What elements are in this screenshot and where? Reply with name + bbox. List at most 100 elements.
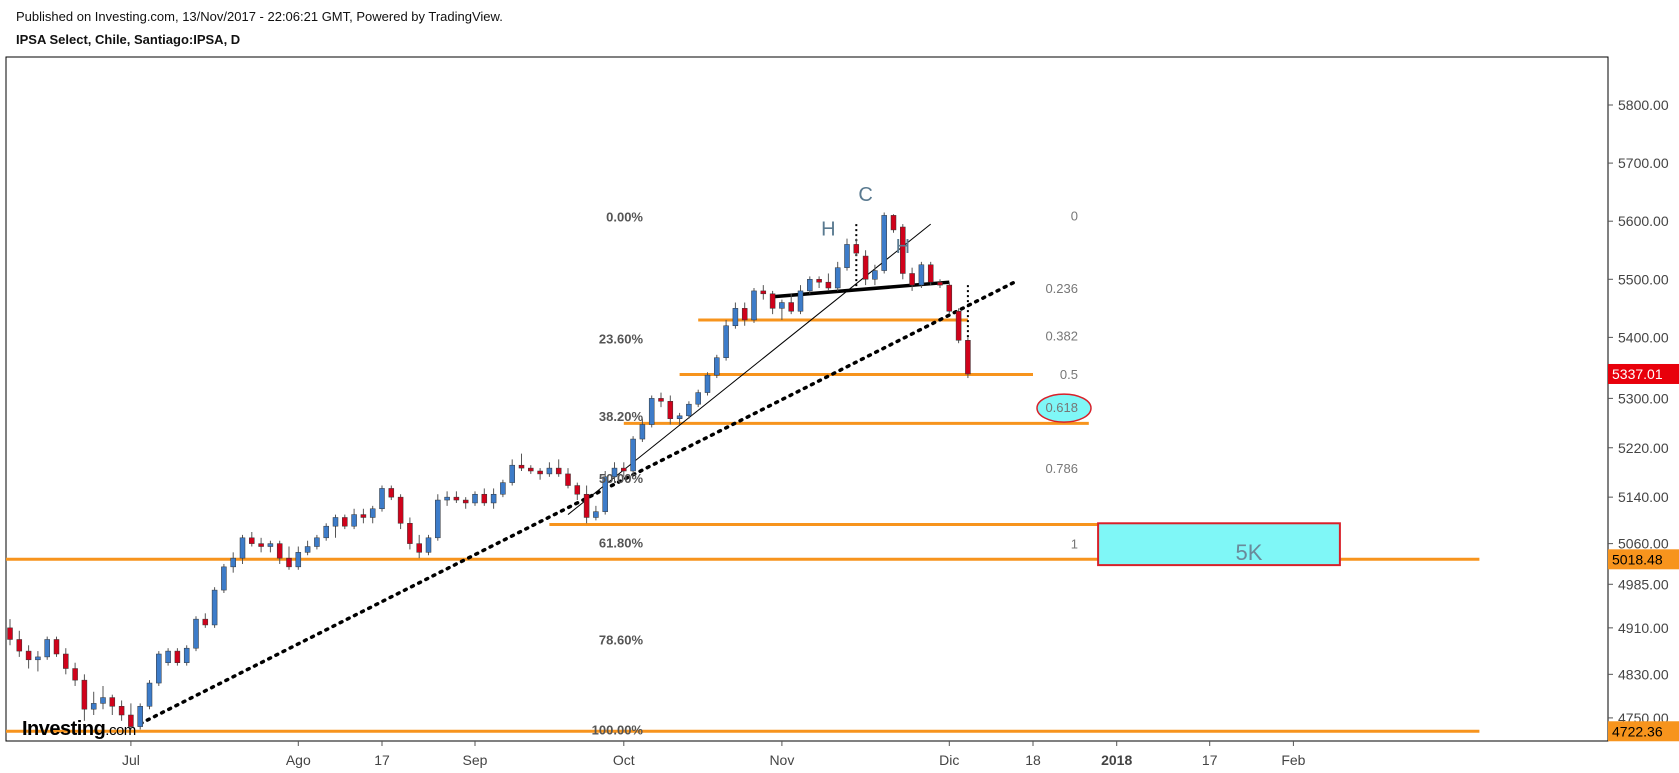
candle-body (202, 618, 209, 626)
price-tag-label: 5018.48 (1612, 551, 1663, 567)
y-tick-label: 5220.00 (1618, 440, 1669, 456)
candle-body (900, 226, 906, 274)
candle-body (621, 467, 627, 472)
candle-body (44, 639, 50, 658)
candle-body (342, 517, 348, 527)
target-zone (1097, 522, 1341, 567)
candle-body (825, 281, 832, 289)
candle-body (602, 476, 608, 512)
candle-body (946, 284, 953, 312)
price-tag-label: 5337.01 (1612, 366, 1663, 382)
candle-body (397, 496, 404, 524)
x-tick-label: 17 (374, 752, 390, 768)
y-tick-label: 4985.00 (1618, 576, 1669, 592)
candle-body (834, 267, 841, 289)
fib-retracement-label: 23.60% (599, 332, 644, 347)
y-tick-label: 5800.00 (1618, 97, 1669, 113)
candle-body (81, 679, 88, 710)
candle-body (137, 706, 143, 727)
candle-body (667, 401, 674, 419)
x-tick-label: Sep (463, 752, 488, 768)
fib-retracement-label: 61.80% (599, 535, 644, 550)
fib-retracement-label: 38.20% (599, 409, 644, 424)
candle-body (537, 470, 543, 475)
candle-body (704, 374, 711, 393)
candle-body (407, 523, 413, 544)
candle-body (872, 270, 878, 280)
candle-body (360, 514, 367, 518)
plot-frame (5, 56, 1609, 742)
y-tick-label: 5500.00 (1618, 271, 1669, 287)
candle-body (174, 650, 181, 663)
fib-extension-label: 0.618 (1045, 400, 1078, 415)
candle-body (35, 656, 41, 661)
candle-body (583, 493, 590, 518)
candle-body (890, 215, 897, 231)
candle-body (853, 244, 860, 254)
x-tick-label: Jul (122, 752, 140, 768)
candle-body (230, 557, 236, 568)
candle-body (918, 264, 925, 286)
candle-body (593, 511, 599, 518)
candle-body (332, 517, 339, 527)
candle-body (472, 493, 478, 504)
x-tick-label: Dic (939, 752, 959, 768)
candle-body (314, 537, 320, 547)
candle-body (267, 543, 274, 547)
candle-body (714, 357, 720, 376)
fib-extension-label: 0.236 (1045, 281, 1078, 296)
candle-body (639, 424, 646, 440)
candle-body (211, 589, 218, 626)
candle-body (955, 310, 962, 341)
candle-body (816, 279, 822, 283)
candle-body (881, 215, 887, 271)
candle-body (156, 653, 162, 684)
candle-body (490, 493, 497, 504)
candle-body (425, 537, 432, 553)
dotted-trendline (138, 280, 1017, 726)
candle-body (927, 264, 934, 283)
candle-body (788, 302, 794, 312)
candle-body (258, 543, 264, 547)
candle-body (25, 650, 32, 661)
candle-body (965, 340, 971, 375)
candle-body (648, 398, 655, 425)
fib-extension-label: 0.382 (1045, 329, 1078, 344)
candle-body (100, 697, 106, 704)
candle-body (128, 714, 134, 727)
candle-body (295, 552, 302, 568)
fib-retracement-label: 78.60% (599, 632, 644, 647)
candle-body (676, 415, 683, 419)
published-caption: Published on Investing.com, 13/Nov/2017 … (16, 9, 503, 24)
candle-body (686, 403, 692, 417)
pattern-label: H (896, 236, 910, 258)
candle-body (741, 308, 748, 321)
candle-body (844, 244, 850, 268)
candle-body (546, 467, 553, 475)
candle-body (444, 496, 450, 501)
candle-body (574, 485, 581, 495)
y-tick-label: 4910.00 (1618, 620, 1669, 636)
pattern-label: H (821, 219, 835, 241)
investing-logo: Investing.com (22, 718, 136, 740)
candle-body (249, 537, 255, 544)
candle-body (732, 308, 739, 327)
x-tick-label: Ago (286, 752, 311, 768)
candle-body (7, 627, 13, 640)
candle-body (239, 537, 246, 559)
fib-extension-label: 0 (1071, 208, 1078, 223)
fib-extension-label: 0.786 (1045, 461, 1078, 476)
candle-body (797, 290, 804, 312)
candle-body (751, 290, 757, 321)
candle-body (862, 255, 869, 280)
x-tick-label: Nov (769, 752, 794, 768)
fib-retracement-label: 50.00% (599, 471, 644, 486)
candle-body (221, 566, 227, 591)
level-price-tag (1608, 721, 1679, 742)
candle-body (723, 325, 729, 358)
candle-body (500, 482, 506, 495)
x-tick-label: Oct (613, 752, 635, 768)
candle-body (509, 464, 515, 483)
fib-extension-label: 0.5 (1060, 367, 1078, 382)
